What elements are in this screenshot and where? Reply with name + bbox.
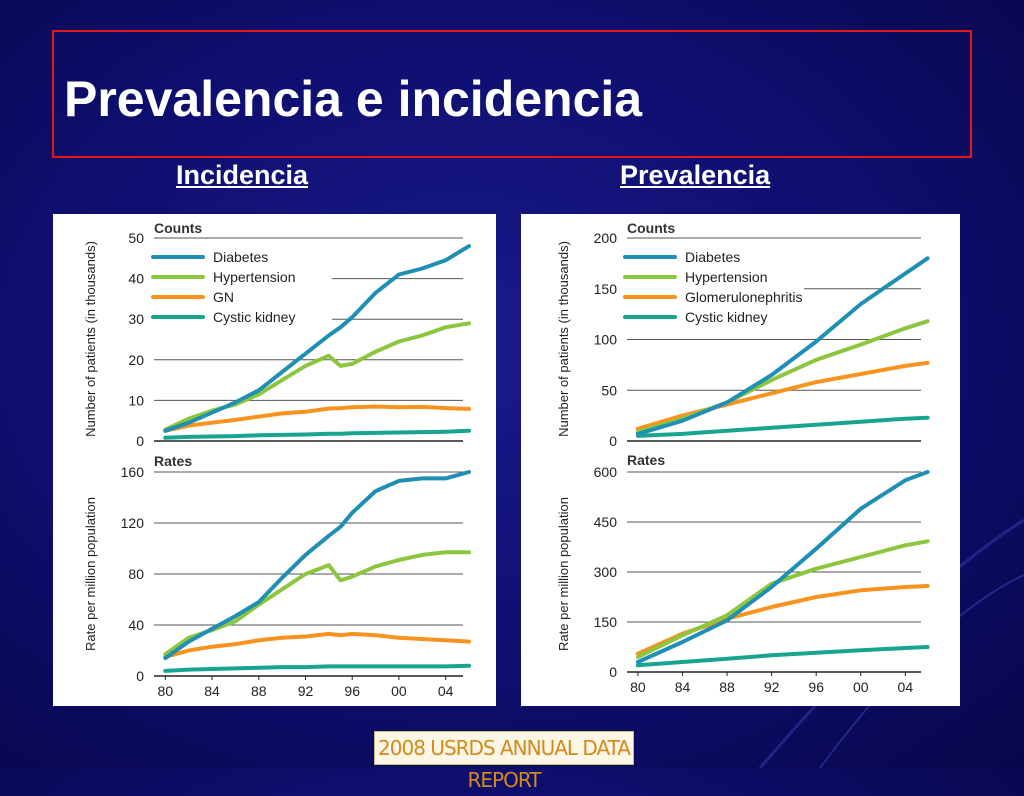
prevalence-counts-series-diabetes bbox=[635, 256, 930, 436]
incidence-counts-y-axis-label: Number of patients (in thousands) bbox=[83, 241, 98, 437]
incidence-counts-y-tick-label: 0 bbox=[136, 433, 144, 449]
incidence-chart: Counts 0 10 20 30 40 50 Number of patients (in … bbox=[83, 220, 471, 699]
incidence-rates-series-cystic-kidney bbox=[163, 663, 471, 673]
prevalence-counts-y-tick-label: 50 bbox=[601, 382, 617, 398]
prevalence-rates-x-tick-label: 84 bbox=[675, 679, 691, 695]
prevalence-rates-title: Rates bbox=[627, 452, 665, 468]
title-box: Prevalencia e incidencia bbox=[52, 30, 972, 158]
incidence-counts-title: Counts bbox=[154, 220, 202, 236]
prevalence-rates-y-tick-label: 450 bbox=[594, 514, 618, 530]
incidence-rates-x-tick-label: 96 bbox=[344, 683, 360, 699]
incidence-rates-series-gn bbox=[163, 631, 471, 659]
incidence-counts-y-tick-label: 30 bbox=[128, 311, 144, 327]
incidence-rates-x-tick-label: 00 bbox=[391, 683, 407, 699]
incidence-rates-y-tick-label: 40 bbox=[128, 617, 144, 633]
incidence-counts-y-tick-label: 10 bbox=[128, 392, 144, 408]
prevalence-counts-title: Counts bbox=[627, 220, 675, 236]
prevalence-rates-y-tick-label: 150 bbox=[594, 614, 618, 630]
incidence-rates-y-tick-label: 120 bbox=[121, 515, 145, 531]
incidence-heading: Incidencia bbox=[176, 160, 309, 190]
prevalence-rates-series-diabetes bbox=[635, 470, 930, 664]
incidence-counts-legend-label-gn: GN bbox=[213, 289, 234, 305]
prevalence-counts-series-glomerulonephritis bbox=[635, 360, 930, 431]
incidence-rates-x-tick-label: 92 bbox=[298, 683, 314, 699]
prevalence-counts-y-tick-label: 100 bbox=[594, 332, 618, 348]
incidence-counts-series-diabetes bbox=[163, 244, 471, 433]
prevalence-rates-x-tick-label: 88 bbox=[719, 679, 735, 695]
incidence-chart-panel: Counts 0 10 20 30 40 50 Number of patients (in … bbox=[53, 214, 496, 706]
incidence-rates-x-tick-label: 80 bbox=[158, 683, 174, 699]
incidence-rates-x-tick-label: 88 bbox=[251, 683, 267, 699]
page-title: Prevalencia e incidencia bbox=[64, 71, 643, 127]
prevalence-counts-legend-label-glomerulonephritis: Glomerulonephritis bbox=[685, 289, 803, 305]
incidence-rates-y-tick-label: 80 bbox=[128, 566, 144, 582]
incidence-counts-y-tick-label: 40 bbox=[128, 271, 144, 287]
prevalence-counts-legend-label-diabetes: Diabetes bbox=[685, 249, 740, 265]
incidence-counts-legend-label-diabetes: Diabetes bbox=[213, 249, 268, 265]
prevalence-heading: Prevalencia bbox=[620, 160, 771, 190]
incidence-counts-series-cystic-kidney bbox=[163, 428, 471, 440]
incidence-rates-x-tick-label: 04 bbox=[438, 683, 454, 699]
incidence-counts-y-tick-label: 50 bbox=[128, 230, 144, 246]
prevalence-counts-legend-label-hypertension: Hypertension bbox=[685, 269, 768, 285]
prevalence-counts-y-tick-label: 150 bbox=[594, 281, 618, 297]
incidence-rates-x-tick-label: 84 bbox=[204, 683, 220, 699]
prevalence-rates-x-tick-label: 92 bbox=[764, 679, 780, 695]
prevalence-rates-y-tick-label: 300 bbox=[594, 564, 618, 580]
prevalence-counts-legend-label-cystic-kidney: Cystic kidney bbox=[685, 309, 767, 325]
incidence-rates-y-tick-label: 0 bbox=[136, 668, 144, 684]
prevalence-counts-y-tick-label: 200 bbox=[594, 230, 618, 246]
prevalence-rates-x-tick-label: 04 bbox=[898, 679, 914, 695]
incidence-rates-y-tick-label: 160 bbox=[121, 464, 145, 480]
prevalence-rates-y-axis-label: Rate per million population bbox=[556, 497, 571, 651]
incidence-counts-series-gn bbox=[163, 404, 471, 433]
incidence-counts-y-tick-label: 20 bbox=[128, 352, 144, 368]
prevalence-counts-series-cystic-kidney bbox=[635, 415, 930, 438]
prevalence-counts-y-tick-label: 0 bbox=[609, 433, 617, 449]
prevalence-counts-y-axis-label: Number of patients (in thousands) bbox=[556, 241, 571, 437]
prevalence-chart: Counts 0 50 100 150 200 Number of patients (in… bbox=[556, 220, 930, 695]
prevalence-rates-y-tick-label: 600 bbox=[594, 464, 618, 480]
footer-report-label: 2008 USRDS ANNUAL DATA REPORT bbox=[374, 731, 634, 792]
incidence-rates-series-hypertension bbox=[163, 550, 471, 657]
prevalence-rates-x-tick-label: 00 bbox=[853, 679, 869, 695]
incidence-rates-series-diabetes bbox=[163, 470, 471, 661]
incidence-counts-legend-label-hypertension: Hypertension bbox=[213, 269, 296, 285]
incidence-counts-legend-label-cystic-kidney: Cystic kidney bbox=[213, 309, 295, 325]
prevalence-rates-series-hypertension bbox=[635, 539, 930, 659]
prevalence-rates-series-cystic-kidney bbox=[635, 645, 930, 668]
incidence-rates-title: Rates bbox=[154, 453, 192, 469]
prevalence-rates-x-tick-label: 80 bbox=[630, 679, 646, 695]
prevalence-rates-x-tick-label: 96 bbox=[808, 679, 824, 695]
prevalence-chart-panel: Counts 0 50 100 150 200 Number of patients (in… bbox=[521, 214, 960, 706]
incidence-rates-y-axis-label: Rate per million population bbox=[83, 497, 98, 651]
prevalence-rates-y-tick-label: 0 bbox=[609, 664, 617, 680]
